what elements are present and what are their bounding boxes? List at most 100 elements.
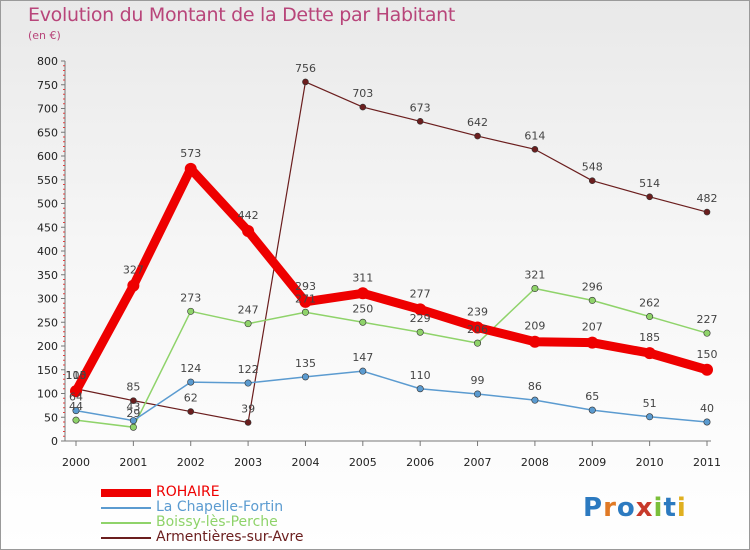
data-point [244, 379, 252, 387]
x-tick-label: 2004 [291, 456, 319, 469]
data-point [701, 363, 713, 376]
data-label: 62 [184, 392, 198, 405]
x-tick-label: 2002 [177, 456, 205, 469]
data-point [588, 406, 596, 414]
data-point [359, 103, 367, 111]
data-point [184, 162, 197, 175]
legend-label: La Chapelle-Fortin [156, 499, 284, 515]
data-point [187, 408, 195, 415]
data-label: 271 [295, 292, 316, 305]
data-label: 110 [410, 369, 431, 382]
data-point [703, 418, 711, 426]
data-label: 207 [582, 321, 603, 334]
data-point [242, 225, 255, 238]
legend-label: ROHAIRE [156, 484, 220, 500]
data-label: 247 [238, 304, 259, 317]
series-line-1 [75, 370, 708, 423]
data-point [588, 177, 596, 184]
data-point [474, 390, 482, 398]
series-line-0 [72, 164, 709, 394]
legend-swatch [101, 537, 151, 539]
data-label: 573 [180, 147, 201, 160]
data-point [70, 385, 82, 398]
y-tick-label: 800 [37, 55, 58, 68]
data-label: 273 [180, 291, 201, 304]
x-tick-label: 2006 [406, 456, 434, 469]
y-tick-label: 700 [37, 103, 58, 116]
data-label: 105 [66, 369, 87, 382]
y-tick-label: 350 [37, 269, 58, 282]
data-point [127, 279, 140, 292]
y-tick-label: 550 [37, 174, 58, 187]
data-label: 86 [528, 380, 542, 393]
series-line-2 [75, 287, 708, 428]
chart-title: Evolution du Montant de la Dette par Hab… [28, 4, 456, 26]
data-label: 250 [352, 302, 373, 315]
data-point [416, 328, 424, 336]
x-tick-label: 2005 [349, 456, 377, 469]
data-label: 703 [352, 87, 373, 100]
data-label: 614 [524, 129, 545, 142]
data-point [187, 378, 195, 386]
data-label: 262 [639, 297, 660, 310]
data-label: 296 [582, 280, 603, 293]
data-label: 442 [238, 209, 259, 222]
data-label: 514 [639, 177, 660, 190]
proxiti-logo: Proxiti [583, 493, 687, 523]
data-label: 147 [352, 351, 373, 364]
x-tick-label: 2008 [521, 456, 549, 469]
data-point [359, 367, 367, 375]
y-tick-label: 600 [37, 150, 58, 163]
data-label: 39 [241, 402, 255, 415]
data-point [244, 419, 252, 426]
x-tick-label: 2007 [464, 456, 492, 469]
x-tick-label: 2009 [578, 456, 606, 469]
y-tick-label: 500 [37, 198, 58, 211]
data-point [531, 146, 539, 153]
y-tick-label: 150 [37, 364, 58, 377]
y-tick-label: 650 [37, 126, 58, 139]
data-point [474, 339, 482, 347]
x-tick-label: 2003 [234, 456, 262, 469]
data-point [531, 285, 539, 293]
data-point [129, 417, 137, 425]
data-label: 124 [180, 362, 201, 375]
y-tick-label: 300 [37, 293, 58, 306]
data-point [301, 373, 309, 381]
x-tick-label: 2000 [62, 456, 90, 469]
x-tick-label: 2011 [693, 456, 721, 469]
data-label: 150 [697, 348, 718, 361]
y-tick-label: 750 [37, 79, 58, 92]
data-point [244, 320, 252, 328]
data-point [528, 335, 541, 348]
y-tick-label: 100 [37, 388, 58, 401]
y-tick-label: 200 [37, 340, 58, 353]
data-label: 206 [467, 323, 488, 336]
data-point [471, 321, 484, 334]
data-label: 293 [295, 280, 316, 293]
data-label: 43 [126, 401, 140, 414]
series-line-3 [75, 81, 708, 424]
data-point [703, 208, 711, 216]
data-point [646, 193, 653, 201]
data-point [588, 296, 596, 304]
data-point [359, 318, 367, 326]
legend-swatch [101, 507, 151, 509]
y-tick-label: 450 [37, 221, 58, 234]
data-label: 239 [467, 305, 488, 318]
data-label: 29 [126, 407, 140, 420]
data-label: 482 [697, 192, 718, 205]
y-tick-label: 250 [37, 316, 58, 329]
data-point [129, 423, 137, 431]
data-label: 311 [352, 271, 373, 284]
data-label: 756 [295, 62, 316, 75]
legend-label: Boissy-lès-Perche [156, 514, 278, 530]
data-label: 327 [123, 264, 144, 277]
data-point [703, 329, 711, 337]
data-point [646, 313, 654, 321]
legend-swatch [101, 489, 151, 497]
data-point [299, 295, 312, 308]
data-label: 51 [643, 397, 657, 410]
